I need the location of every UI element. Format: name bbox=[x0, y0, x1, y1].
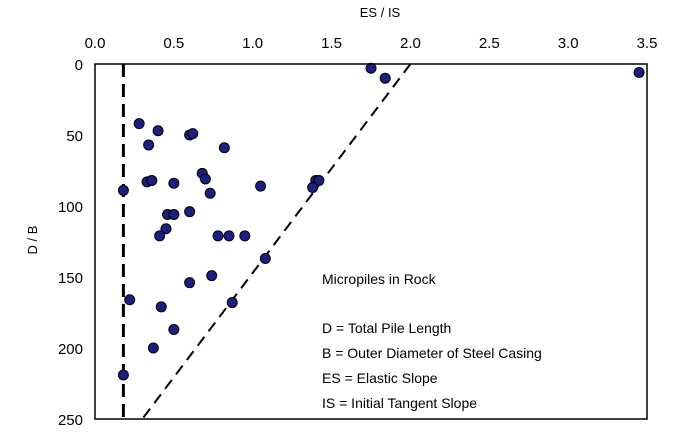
data-point bbox=[199, 173, 211, 185]
x-tick-label: 2.5 bbox=[479, 35, 500, 52]
y-axis-title: D / B bbox=[25, 226, 40, 255]
data-point bbox=[379, 72, 391, 84]
y-tick-label: 150 bbox=[58, 270, 83, 287]
data-point bbox=[218, 142, 230, 154]
data-points bbox=[117, 62, 645, 381]
y-tick-label: 50 bbox=[66, 128, 83, 145]
x-tick-label: 3.0 bbox=[558, 35, 579, 52]
x-tick-label: 0.0 bbox=[85, 35, 106, 52]
data-point bbox=[147, 342, 159, 354]
y-tick-label: 250 bbox=[58, 412, 83, 429]
annotation-line-is: IS = Initial Tangent Slope bbox=[322, 395, 477, 411]
annotation-line-es: ES = Elastic Slope bbox=[322, 370, 438, 386]
x-tick-label: 1.0 bbox=[242, 35, 263, 52]
data-point bbox=[168, 324, 180, 336]
x-tick-label: 1.5 bbox=[321, 35, 342, 52]
data-point bbox=[146, 174, 158, 186]
data-point bbox=[155, 301, 167, 313]
y-tick-label: 200 bbox=[58, 341, 83, 358]
annotation-line-d: D = Total Pile Length bbox=[322, 320, 451, 336]
data-point bbox=[117, 369, 129, 381]
y-tick-labels: 0 50 100 150 200 250 bbox=[58, 57, 83, 429]
data-point bbox=[187, 128, 199, 140]
annotation-box: Micropiles in Rock D = Total Pile Length… bbox=[322, 271, 542, 411]
data-point bbox=[212, 230, 224, 242]
data-point bbox=[117, 184, 129, 196]
data-point bbox=[259, 253, 271, 265]
reference-lines bbox=[121, 63, 412, 420]
x-axis-title: ES / IS bbox=[360, 5, 401, 20]
data-point bbox=[204, 187, 216, 199]
data-point bbox=[223, 230, 235, 242]
data-point bbox=[633, 67, 645, 79]
x-axis-title-group: ES / IS bbox=[360, 5, 401, 20]
data-point bbox=[206, 270, 218, 282]
data-point bbox=[133, 118, 145, 130]
data-point bbox=[124, 294, 136, 306]
data-point bbox=[226, 297, 238, 309]
y-tick-label: 100 bbox=[58, 199, 83, 216]
annotation-line-b: B = Outer Diameter of Steel Casing bbox=[322, 345, 542, 361]
data-point bbox=[160, 223, 172, 235]
y-tick-label: 0 bbox=[75, 57, 83, 74]
data-point bbox=[313, 174, 325, 186]
x-tick-label: 2.0 bbox=[400, 35, 421, 52]
data-point bbox=[152, 125, 164, 137]
reference-line bbox=[141, 63, 412, 420]
x-tick-label: 0.5 bbox=[163, 35, 184, 52]
data-point bbox=[154, 230, 166, 242]
data-point bbox=[184, 277, 196, 289]
data-point bbox=[239, 230, 251, 242]
x-tick-labels: 0.0 0.5 1.0 1.5 2.0 2.5 3.0 3.5 bbox=[85, 35, 658, 52]
y-axis-title-group: D / B bbox=[25, 226, 40, 255]
data-point bbox=[168, 177, 180, 189]
data-point bbox=[184, 206, 196, 218]
data-point bbox=[307, 182, 319, 194]
data-point bbox=[168, 209, 180, 221]
data-point bbox=[365, 62, 377, 74]
data-point bbox=[255, 180, 267, 192]
plot-frame bbox=[94, 63, 648, 420]
x-tick-label: 3.5 bbox=[637, 35, 658, 52]
data-point bbox=[143, 139, 155, 151]
annotation-title: Micropiles in Rock bbox=[322, 271, 437, 287]
